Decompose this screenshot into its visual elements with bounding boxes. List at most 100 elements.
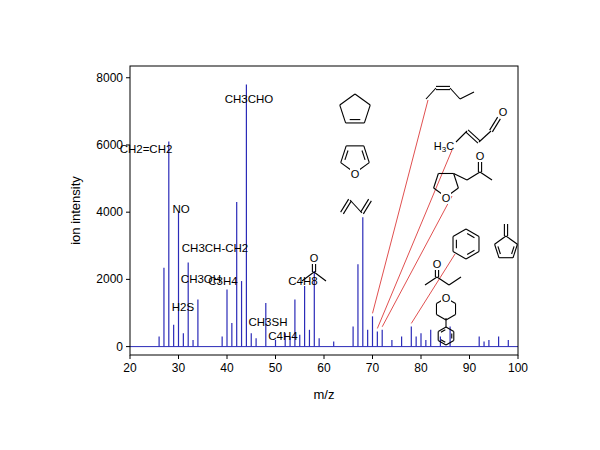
bond [446, 315, 456, 321]
x-tick [275, 355, 276, 359]
bond [438, 173, 453, 174]
peak [483, 342, 484, 347]
bond [451, 333, 452, 338]
peak [246, 84, 247, 346]
peak [178, 212, 179, 346]
baseline [130, 346, 518, 347]
y-tick [126, 77, 130, 78]
peak [163, 268, 164, 347]
peak [299, 335, 300, 347]
y-tick [126, 279, 130, 280]
bond [312, 263, 313, 272]
pointer-line [377, 150, 452, 328]
bond [436, 315, 446, 321]
y-tick-label: 0 [116, 340, 123, 354]
x-tick-label: 20 [123, 361, 137, 375]
bond [453, 332, 454, 341]
peak [173, 325, 174, 347]
bond [467, 172, 480, 180]
x-tick-label: 40 [220, 361, 234, 375]
bond [454, 173, 467, 180]
bond [445, 318, 446, 327]
bond [507, 224, 508, 236]
plot-frame [130, 66, 518, 355]
atom-label: O [310, 252, 319, 264]
peaks [130, 84, 518, 346]
x-tick-label: 90 [463, 361, 477, 375]
peak [391, 340, 392, 347]
bond [346, 122, 365, 123]
bond [435, 269, 436, 277]
peak [401, 337, 402, 347]
peak [479, 337, 480, 347]
bond [364, 146, 369, 163]
peak [241, 281, 242, 347]
bond [437, 277, 449, 285]
peak [333, 342, 334, 347]
x-tick [469, 355, 470, 359]
bond [345, 151, 348, 160]
peak [416, 337, 417, 347]
peak [357, 264, 358, 346]
peak-label: CH2=CH2 [120, 143, 173, 155]
peak [231, 323, 232, 347]
bond [441, 340, 445, 343]
bond [498, 246, 500, 254]
x-tick [372, 355, 373, 359]
pointer-line [411, 254, 455, 323]
bond [425, 277, 437, 285]
label-part: C [446, 140, 454, 152]
atom-label: O [442, 192, 451, 204]
x-tick-label: 100 [508, 361, 528, 375]
bond [346, 145, 364, 146]
structures [302, 86, 517, 345]
chart: 203040506070809010002000400060008000m/zi… [0, 0, 600, 450]
bond [490, 117, 498, 130]
bond [438, 332, 439, 341]
bond [434, 173, 439, 188]
atom-backdrop [475, 150, 485, 162]
bond [453, 252, 466, 260]
bond [363, 201, 371, 214]
peak [508, 340, 509, 347]
peak [411, 326, 412, 346]
y-tick-label: 4000 [96, 205, 123, 219]
bond [343, 201, 351, 214]
bond [453, 229, 466, 237]
atom-backdrop [441, 292, 451, 304]
peak [256, 338, 257, 346]
atom-backdrop [432, 258, 442, 270]
bond [341, 199, 349, 212]
bond [495, 236, 506, 244]
bond [456, 240, 457, 248]
peak [382, 330, 383, 347]
bond [350, 119, 361, 120]
peak-label: NO [172, 203, 189, 215]
peak [319, 338, 320, 346]
atom-backdrop [350, 168, 360, 180]
y-tick-label: 2000 [96, 272, 123, 286]
peak [377, 331, 378, 346]
x-tick [130, 355, 131, 359]
atom-label: O [499, 106, 508, 118]
y-tick-label: 8000 [96, 71, 123, 85]
bond [355, 94, 370, 105]
bond [361, 199, 369, 212]
bond [492, 119, 500, 132]
x-tick [227, 355, 228, 359]
y-tick [126, 212, 130, 213]
bond [441, 330, 445, 333]
atom-backdrop [498, 106, 508, 118]
x-axis-label: m/z [314, 387, 335, 402]
peak-label: C4H8 [288, 275, 317, 287]
page: {"chart_data": {"type": "stem", "x_label… [0, 0, 600, 450]
bond [341, 146, 346, 163]
bond [438, 269, 439, 277]
peak [251, 333, 252, 346]
bond [452, 237, 453, 252]
bond [438, 341, 446, 346]
x-tick-label: 80 [414, 361, 428, 375]
peak [222, 337, 223, 347]
bond [466, 252, 479, 260]
label-part: H [434, 140, 442, 152]
